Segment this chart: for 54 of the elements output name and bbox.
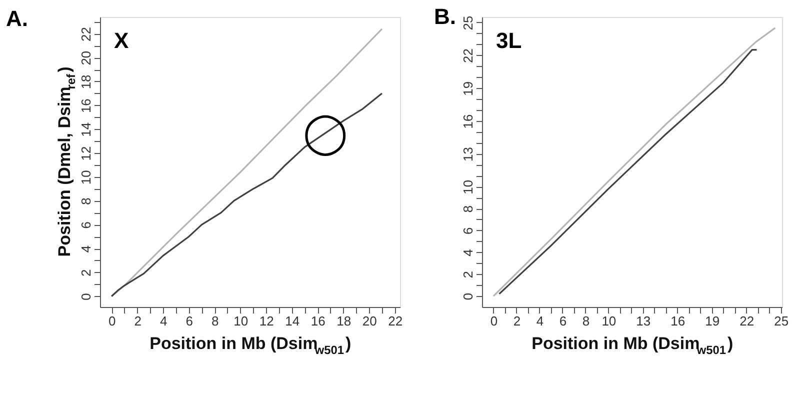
line-series: [492, 27, 776, 297]
x-tick-label: 16: [310, 314, 326, 328]
y-tick-label: 14: [78, 122, 94, 137]
y-tick-label: 13: [460, 147, 476, 162]
x-tick-label: 4: [536, 314, 544, 328]
x-tick-label: 6: [186, 314, 193, 328]
y-tick-label: 8: [78, 198, 94, 205]
x-tick-label: 22: [388, 314, 403, 328]
y-tick-label: 19: [460, 81, 476, 96]
y-tick-label: 8: [460, 205, 476, 213]
y-tick-label: 10: [78, 170, 94, 185]
x-tick-label: 20: [362, 314, 377, 328]
x-tick-label: 4: [160, 314, 168, 328]
x-tick-label: 14: [285, 314, 300, 328]
y-axis-title: Position (Dmel, Dsimref): [55, 66, 78, 257]
y-tick-label: 25: [460, 16, 476, 30]
x-tick-label: 10: [602, 314, 616, 328]
y-tick-label: 16: [460, 114, 476, 129]
x-tick-label: 18: [336, 314, 352, 328]
y-tick-label: 20: [78, 50, 94, 66]
x-tick-label: 19: [705, 314, 720, 328]
x-tick-label: 12: [259, 314, 274, 328]
annotation: X: [114, 28, 129, 53]
annotation: 3L: [496, 28, 522, 53]
y-tick-label: 4: [78, 245, 94, 253]
y-tick-label: 6: [460, 227, 476, 235]
x-tick-label: 25: [774, 314, 789, 328]
chart-title: B.: [434, 4, 456, 30]
line-series: [110, 92, 383, 298]
y-tick-label: 0: [78, 293, 94, 300]
y-tick-label: 2: [460, 271, 476, 278]
y-tick-label: 16: [78, 98, 94, 114]
x-tick-label: 10: [234, 314, 248, 328]
x-tick-label: 0: [108, 314, 116, 328]
y-tick-label: 0: [460, 292, 476, 300]
y-tick-label: 12: [78, 146, 94, 161]
chart-title: A.: [6, 6, 28, 31]
y-tick-label: 10: [460, 180, 476, 194]
y-tick-label: 22: [78, 26, 94, 42]
x-tick-label: 8: [582, 314, 590, 328]
x-tick-label: 8: [211, 314, 219, 328]
y-tick-label: 2: [78, 269, 94, 277]
y-tick-label: 18: [78, 74, 94, 90]
x-tick-label: 2: [513, 314, 521, 328]
x-tick-label: 0: [490, 314, 498, 328]
x-tick-label: 13: [636, 314, 651, 328]
x-tick-label: 6: [559, 314, 567, 328]
x-tick-label: 16: [670, 314, 686, 328]
x-tick-label: 22: [740, 314, 754, 328]
x-tick-label: 2: [134, 314, 142, 328]
y-tick-label: 4: [460, 249, 476, 256]
y-tick-label: 22: [460, 48, 476, 64]
line-series: [498, 49, 758, 295]
y-tick-label: 6: [78, 222, 94, 229]
